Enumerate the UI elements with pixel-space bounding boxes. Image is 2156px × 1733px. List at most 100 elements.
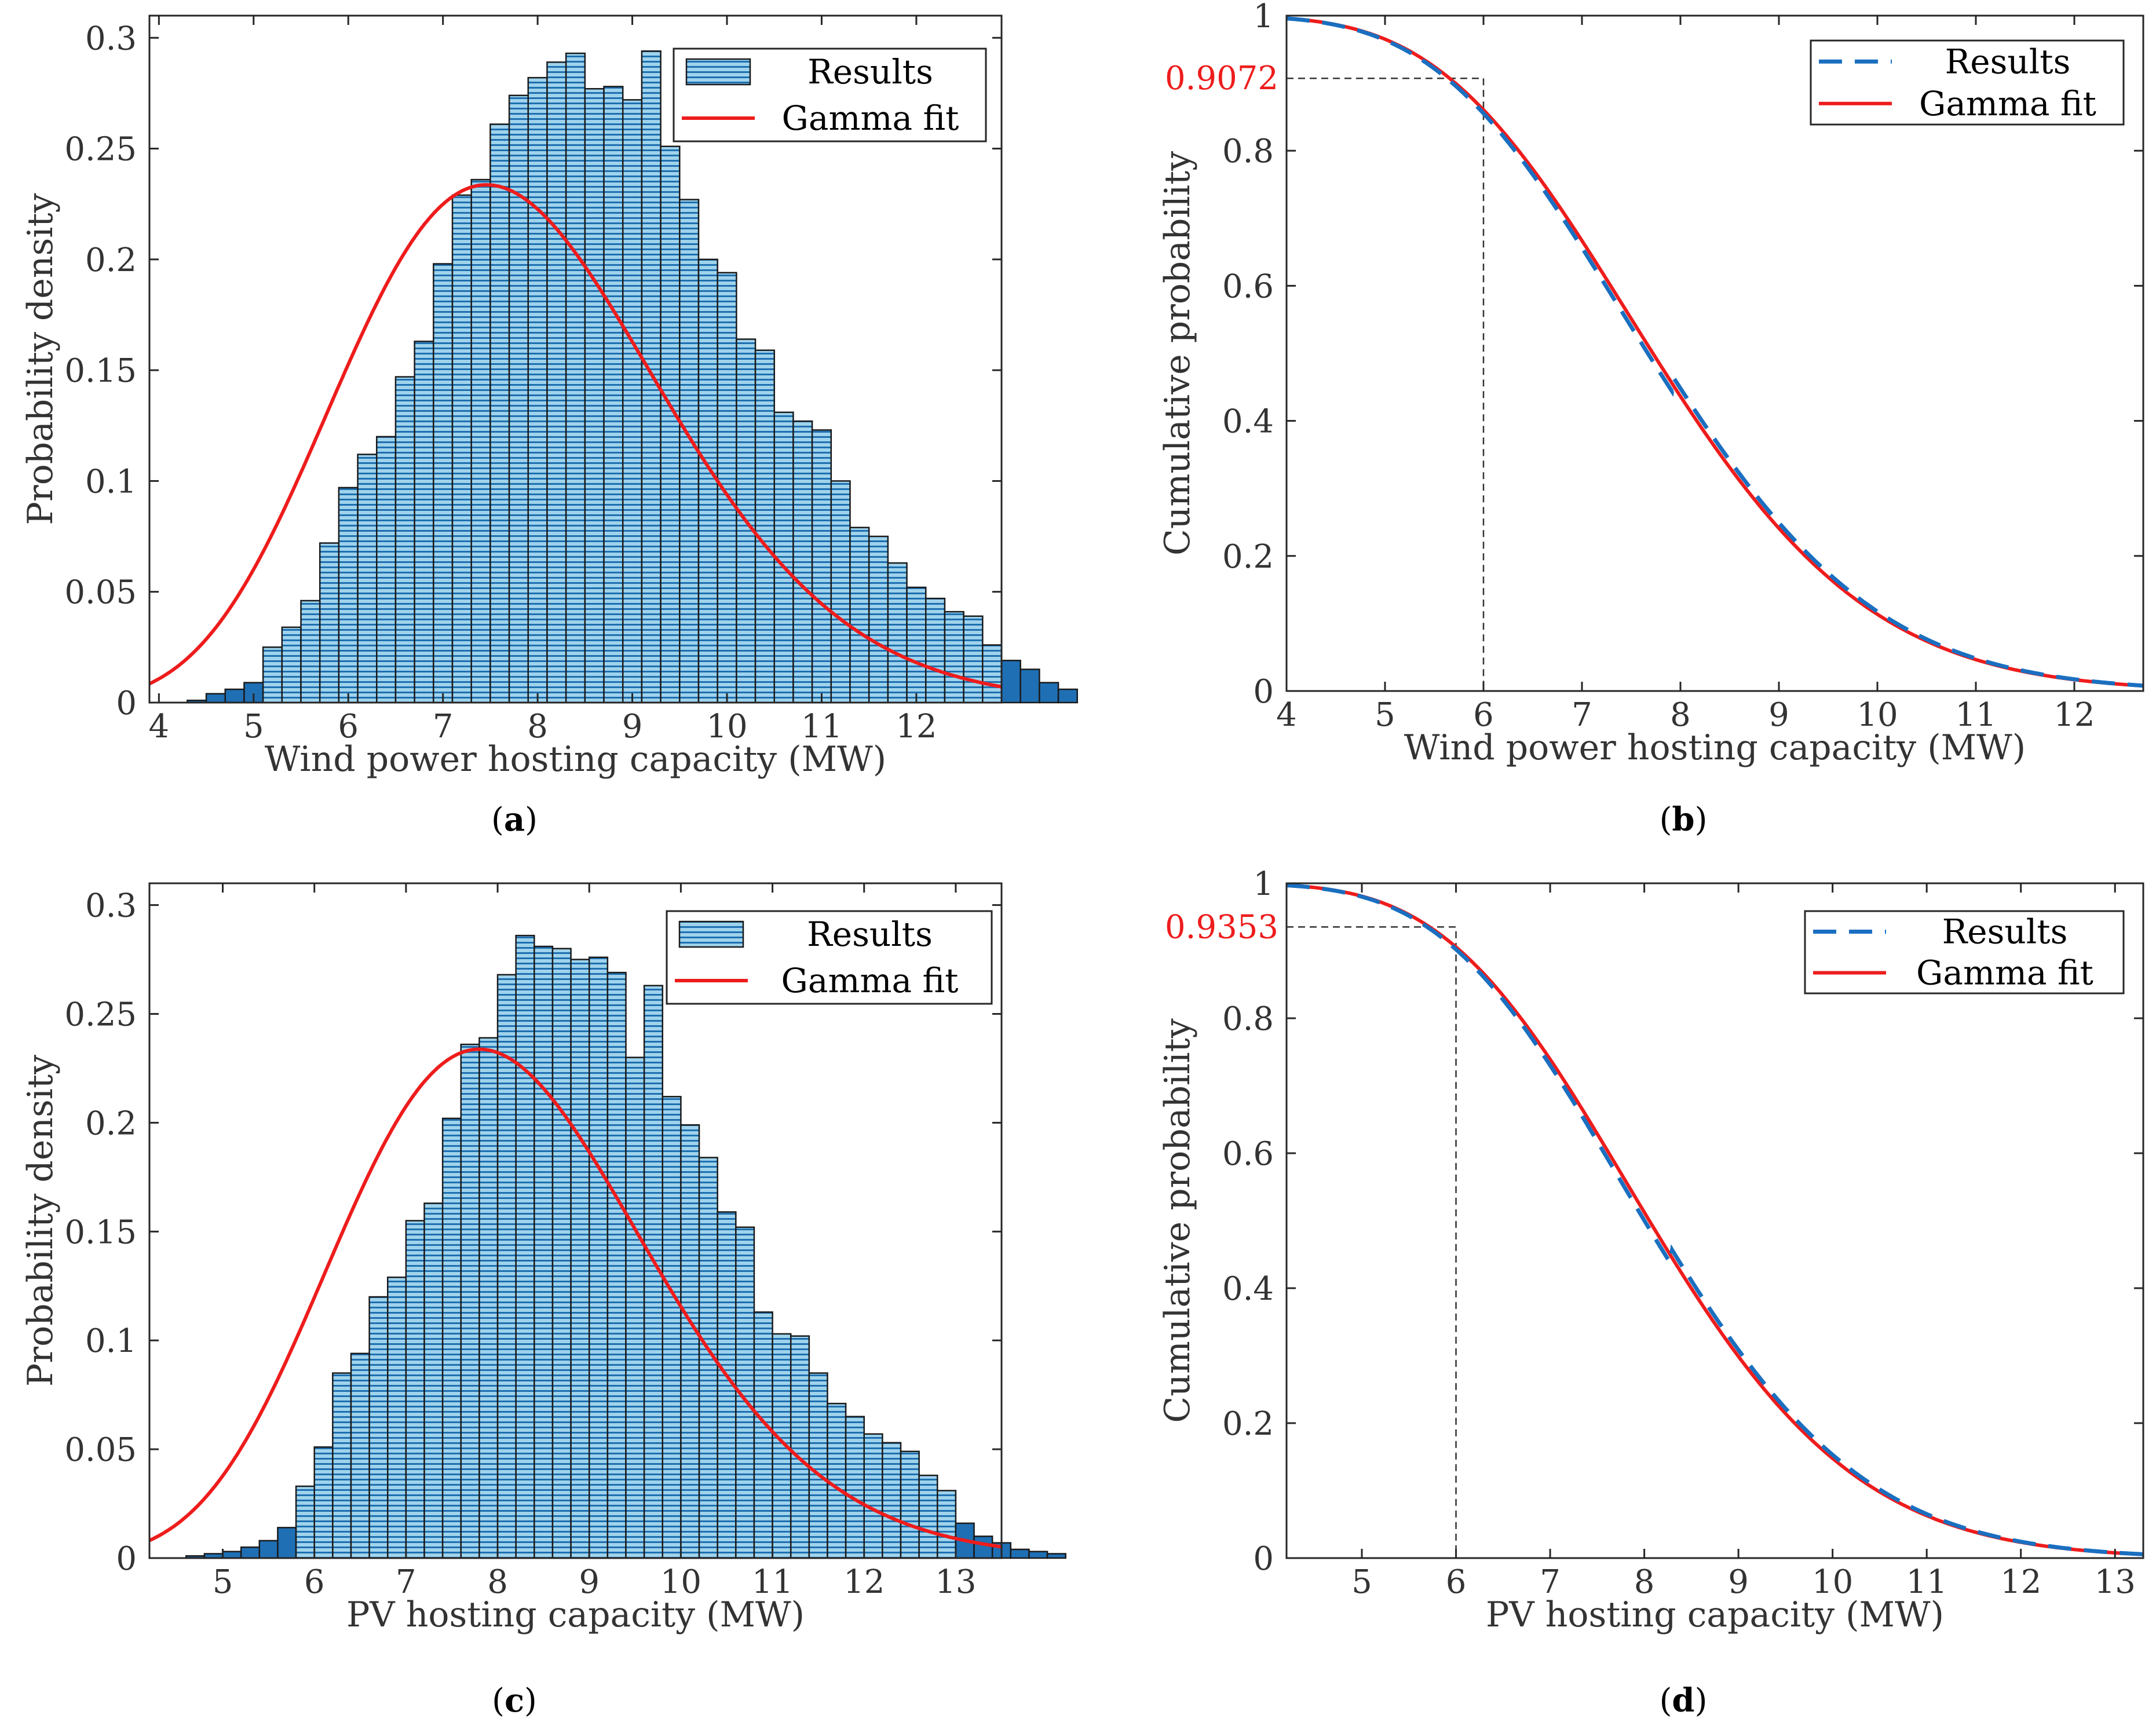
- y-tick-label: 0.15: [64, 352, 137, 390]
- panel-caption: (a): [491, 800, 538, 839]
- histogram-bar: [224, 688, 245, 704]
- y-tick-label: 1: [1253, 0, 1274, 35]
- histogram-bar: [660, 145, 681, 704]
- x-tick-label: 13: [2095, 1563, 2136, 1601]
- legend-box: [673, 47, 987, 142]
- annotation-value: 0.9072: [1165, 60, 1278, 97]
- legend-label-gamma: Gamma fit: [1916, 953, 2093, 993]
- histogram-bar: [924, 597, 946, 704]
- histogram-bar: [478, 1037, 499, 1559]
- y-axis-label: Probability density: [20, 193, 61, 525]
- annotation-guide: [1287, 77, 1485, 691]
- histogram-bar: [262, 646, 283, 704]
- histogram-bar: [441, 1117, 462, 1559]
- x-tick-label: 10: [706, 708, 747, 745]
- histogram-bar: [338, 487, 359, 704]
- x-tick-label: 5: [1375, 696, 1395, 734]
- histogram-bar: [982, 644, 1003, 704]
- histogram-bar: [281, 626, 302, 704]
- x-tick-label: 6: [1446, 1563, 1467, 1601]
- y-tick-label: 0.2: [85, 1105, 137, 1142]
- y-axis-label: Probability density: [20, 1055, 61, 1387]
- histogram-bar: [313, 1446, 334, 1559]
- histogram-bars: [185, 934, 1066, 1559]
- y-tick-label: 0: [116, 685, 137, 722]
- histogram-bar: [433, 263, 454, 704]
- y-tick-label: 0.2: [1222, 1405, 1274, 1443]
- y-tick-label: 0.25: [64, 131, 137, 169]
- histogram-bar: [1010, 1548, 1030, 1559]
- histogram-bar: [508, 94, 529, 704]
- x-tick-label: 8: [527, 708, 548, 745]
- histogram-bar: [845, 1416, 865, 1559]
- histogram-bar: [588, 956, 609, 1559]
- histogram-bar: [900, 1450, 920, 1559]
- histogram-bar: [792, 420, 813, 704]
- y-tick-label: 0.1: [85, 1322, 137, 1360]
- y-tick-label: 0.15: [64, 1213, 137, 1251]
- x-tick-label: 9: [622, 708, 643, 745]
- x-tick-label: 9: [1728, 1563, 1749, 1601]
- legend-label-results: Results: [1945, 42, 2071, 81]
- y-tick-label: 0.4: [1222, 1270, 1274, 1308]
- x-tick-label: 8: [1670, 696, 1691, 734]
- histogram-bar: [394, 376, 415, 704]
- x-tick-label: 7: [1540, 1563, 1561, 1601]
- y-tick-label: 0: [116, 1540, 137, 1578]
- histogram-bar: [300, 599, 321, 704]
- histogram-bar: [790, 1335, 810, 1559]
- y-tick-label: 0.2: [85, 242, 137, 279]
- plot-area: [1287, 883, 2143, 1558]
- histogram-bar: [1019, 668, 1040, 704]
- x-tick-label: 10: [1812, 1563, 1853, 1601]
- histogram-bar: [515, 934, 535, 1559]
- x-tick-label: 11: [752, 1563, 793, 1601]
- x-tick-label: 12: [2000, 1563, 2041, 1601]
- x-tick-label: 4: [1276, 696, 1297, 734]
- y-tick-label: 0.3: [85, 20, 137, 57]
- x-tick-label: 11: [1906, 1563, 1947, 1601]
- x-tick-label: 5: [243, 708, 264, 745]
- y-axis-label: Cumulative probability: [1157, 1018, 1198, 1423]
- histogram-bar: [357, 454, 378, 704]
- x-tick-label: 6: [1473, 696, 1494, 734]
- histogram-bar: [754, 349, 775, 704]
- histogram-bar: [863, 1433, 883, 1559]
- histogram-bar: [603, 86, 624, 704]
- y-tick-label: 0.4: [1222, 403, 1274, 441]
- gamma-fit-line: [148, 1047, 1002, 1549]
- y-axis-label: Cumulative probability: [1157, 151, 1198, 555]
- x-tick-label: 6: [338, 708, 359, 745]
- histogram-bar: [662, 1096, 682, 1559]
- legend-label-gamma: Gamma fit: [1919, 84, 2096, 123]
- y-tick-label: 0.05: [64, 1431, 137, 1469]
- histogram-bar: [460, 1043, 480, 1559]
- y-tick-label: 0.1: [85, 463, 137, 500]
- histogram-bar: [827, 1402, 847, 1559]
- y-tick-label: 0.8: [1222, 133, 1274, 170]
- y-tick-label: 0.6: [1222, 1135, 1274, 1173]
- x-tick-label: 10: [660, 1563, 701, 1601]
- histogram-bar: [565, 52, 586, 704]
- y-tick-label: 0: [1253, 1540, 1274, 1578]
- histogram-bar: [1057, 688, 1079, 704]
- histogram-bar: [622, 99, 643, 704]
- chart-a: 4 5 6 7 8 9 10 11 12 0 0.05 0.1 0.15 0.2 0.25 0.3 Wind p…: [20, 14, 1079, 839]
- x-tick-label: 5: [213, 1563, 233, 1601]
- y-tick-label: 0.8: [1222, 1000, 1274, 1038]
- histogram-bar: [319, 542, 340, 704]
- y-tick-label: 0: [1253, 673, 1274, 711]
- results-line: [1286, 883, 2144, 1556]
- legend-swatch-results: [685, 58, 751, 86]
- histogram-bar: [423, 1202, 444, 1559]
- legend-box: [1810, 39, 2125, 126]
- x-tick-label: 8: [1634, 1563, 1655, 1601]
- panel-caption: (c): [492, 1681, 537, 1720]
- legend-box: [1804, 910, 2125, 995]
- panel-caption: (d): [1660, 1681, 1708, 1720]
- histogram-bar: [570, 959, 590, 1559]
- histogram-bar: [222, 1551, 242, 1559]
